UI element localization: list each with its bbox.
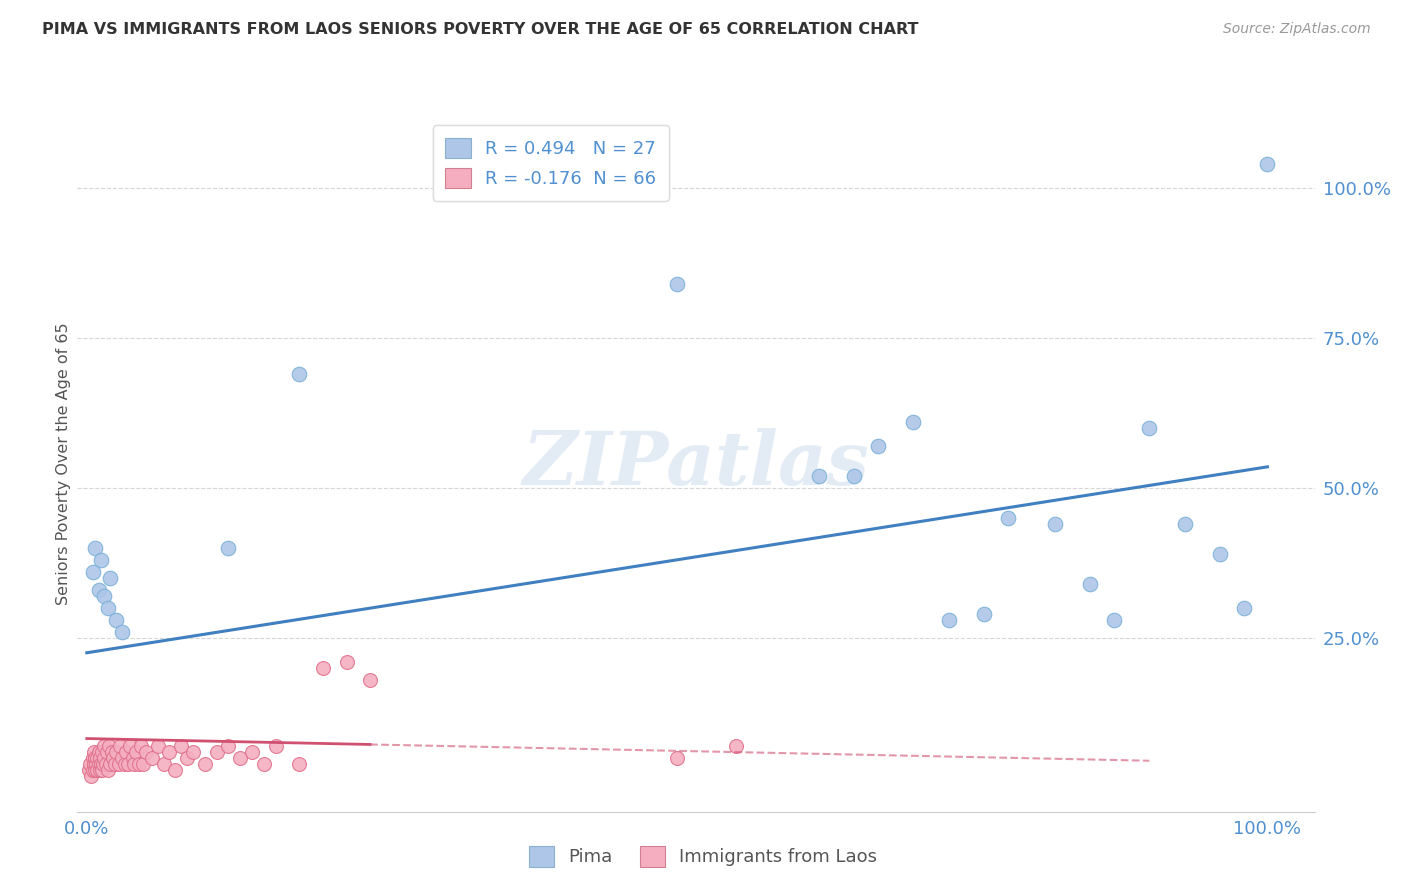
Point <box>866 439 889 453</box>
Point <box>125 745 148 759</box>
Point <box>84 750 107 764</box>
Point <box>87 756 110 771</box>
Point <box>1256 157 1278 171</box>
Point <box>94 756 117 771</box>
Point <box>176 750 198 764</box>
Point <box>288 756 311 771</box>
Legend: Pima, Immigrants from Laos: Pima, Immigrants from Laos <box>522 838 884 874</box>
Point <box>1102 613 1125 627</box>
Point <box>101 750 124 764</box>
Point <box>98 739 121 753</box>
Y-axis label: Seniors Poverty Over the Age of 65: Seniors Poverty Over the Age of 65 <box>56 323 70 605</box>
Point <box>89 763 111 777</box>
Point <box>100 756 122 771</box>
Point <box>141 750 163 764</box>
Point <box>1078 576 1101 591</box>
Point <box>83 756 105 771</box>
Point <box>79 756 101 771</box>
Text: ZIPatlas: ZIPatlas <box>523 427 869 500</box>
Point <box>217 739 239 753</box>
Point <box>84 756 107 771</box>
Point <box>938 613 960 627</box>
Point <box>82 565 104 579</box>
Point <box>217 541 239 555</box>
Point <box>973 607 995 621</box>
Point <box>77 763 100 777</box>
Point <box>87 582 110 597</box>
Point <box>90 756 112 771</box>
Point <box>312 661 335 675</box>
Point <box>129 739 152 753</box>
Point <box>194 756 217 771</box>
Point <box>108 739 131 753</box>
Point <box>91 745 114 759</box>
Point <box>146 739 169 753</box>
Point <box>91 756 114 771</box>
Point <box>90 553 112 567</box>
Point <box>205 745 228 759</box>
Point <box>97 600 120 615</box>
Point <box>114 756 136 771</box>
Point <box>1043 516 1066 531</box>
Point <box>132 756 155 771</box>
Point <box>111 750 134 764</box>
Point <box>117 756 139 771</box>
Point <box>104 756 127 771</box>
Point <box>181 745 204 759</box>
Point <box>229 750 252 764</box>
Legend: R = 0.494   N = 27, R = -0.176  N = 66: R = 0.494 N = 27, R = -0.176 N = 66 <box>433 125 669 201</box>
Point <box>122 756 145 771</box>
Point <box>666 277 689 291</box>
Point <box>1209 547 1232 561</box>
Point <box>128 756 150 771</box>
Point <box>96 745 118 759</box>
Point <box>114 745 136 759</box>
Point <box>288 367 311 381</box>
Point <box>1137 421 1160 435</box>
Point <box>93 750 115 764</box>
Point <box>264 739 287 753</box>
Point <box>1174 516 1197 531</box>
Point <box>120 739 142 753</box>
Text: PIMA VS IMMIGRANTS FROM LAOS SENIORS POVERTY OVER THE AGE OF 65 CORRELATION CHAR: PIMA VS IMMIGRANTS FROM LAOS SENIORS POV… <box>42 22 918 37</box>
Point <box>83 745 105 759</box>
Point <box>844 468 866 483</box>
Point <box>725 739 748 753</box>
Point <box>135 745 157 759</box>
Point <box>86 750 108 764</box>
Point <box>240 745 263 759</box>
Point <box>97 763 120 777</box>
Point <box>93 739 115 753</box>
Point <box>107 756 129 771</box>
Point <box>87 745 110 759</box>
Point <box>253 756 276 771</box>
Point <box>1233 600 1256 615</box>
Point <box>82 763 104 777</box>
Point <box>121 750 143 764</box>
Point <box>359 673 381 687</box>
Point <box>105 613 128 627</box>
Point <box>105 745 128 759</box>
Point <box>84 763 107 777</box>
Point <box>89 750 111 764</box>
Point <box>666 750 689 764</box>
Point <box>903 415 925 429</box>
Text: Source: ZipAtlas.com: Source: ZipAtlas.com <box>1223 22 1371 37</box>
Point <box>335 655 357 669</box>
Point <box>997 511 1019 525</box>
Point <box>93 589 115 603</box>
Point <box>807 468 830 483</box>
Point <box>84 541 107 555</box>
Point <box>91 763 114 777</box>
Point <box>165 763 187 777</box>
Point <box>80 769 103 783</box>
Point <box>100 571 122 585</box>
Point <box>86 763 108 777</box>
Point <box>152 756 174 771</box>
Point <box>111 624 134 639</box>
Point <box>170 739 193 753</box>
Point <box>157 745 180 759</box>
Point <box>82 750 104 764</box>
Point <box>100 745 122 759</box>
